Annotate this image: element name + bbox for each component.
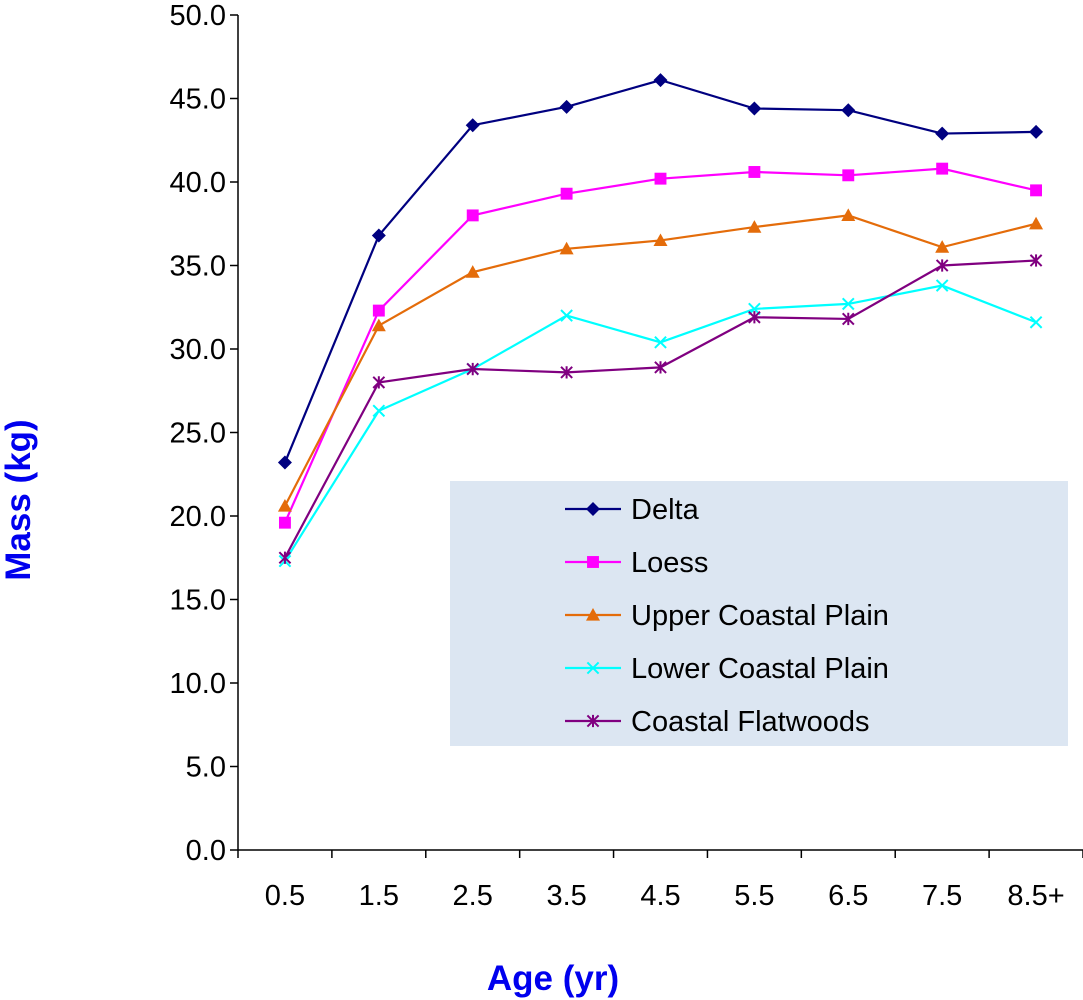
data-point (372, 304, 385, 317)
x-tick-label: 1.5 (359, 880, 399, 912)
legend: Delta Loess Upper Coastal Plain Lower Coast… (450, 481, 1068, 746)
legend-item: Delta (565, 494, 700, 526)
data-point (559, 241, 574, 255)
data-point (559, 99, 574, 114)
y-tick-label: 45.0 (170, 84, 226, 116)
x-tick-label: 7.5 (922, 880, 962, 912)
data-point (653, 73, 668, 88)
y-tick-label: 0.0 (186, 835, 226, 867)
legend-marker (586, 661, 600, 675)
series-line (283, 167, 1037, 524)
data-point (842, 169, 855, 182)
x-tick-label: 8.5+ (1007, 880, 1064, 912)
axes (230, 14, 1083, 858)
series-line (283, 78, 1037, 463)
data-point (1029, 216, 1044, 230)
data-point (560, 309, 573, 322)
legend-marker (586, 608, 600, 621)
x-axis-title: Age (yr) (487, 959, 619, 998)
legend-marker (586, 714, 600, 728)
data-point (560, 366, 573, 379)
data-point (654, 336, 667, 349)
legend-marker (587, 556, 599, 568)
legend-item: Coastal Flatwoods (565, 706, 870, 738)
data-point (935, 259, 949, 272)
legend-marker (586, 502, 600, 516)
legend-item: Loess (565, 547, 708, 579)
series-upper-coastal-plain (277, 208, 1044, 512)
y-tick-label: 35.0 (170, 251, 226, 283)
data-point (748, 310, 761, 324)
series-group (277, 73, 1044, 568)
data-point (935, 279, 949, 292)
data-point (465, 118, 480, 133)
y-tick-label: 25.0 (170, 418, 226, 450)
y-tick-label: 10.0 (170, 668, 226, 700)
y-tick-label: 40.0 (170, 167, 226, 199)
series-coastal-flatwoods (278, 254, 1043, 565)
legend-label: Coastal Flatwoods (631, 706, 870, 738)
y-tick-label: 15.0 (170, 585, 226, 617)
y-tick-label: 20.0 (170, 501, 226, 533)
data-point (935, 240, 950, 253)
legend-label: Delta (631, 494, 700, 526)
legend-label: Lower Coastal Plain (631, 653, 889, 685)
series-delta (277, 73, 1044, 470)
legend-label: Upper Coastal Plain (631, 600, 889, 632)
data-point (560, 187, 573, 200)
data-point (1029, 315, 1043, 329)
data-point (278, 516, 291, 529)
data-point (653, 233, 668, 247)
data-point (747, 101, 762, 116)
y-tick-label: 30.0 (170, 334, 226, 366)
series-lower-coastal-plain (278, 279, 1043, 568)
data-point (841, 297, 855, 311)
x-tick-label: 6.5 (828, 880, 868, 912)
legend-item: Upper Coastal Plain (565, 600, 889, 632)
y-axis-title: Mass (kg) (0, 419, 38, 580)
y-tick-label: 50.0 (170, 0, 226, 32)
data-point (936, 162, 949, 175)
data-point (278, 551, 292, 565)
data-point (841, 312, 855, 326)
data-point (654, 361, 667, 374)
data-point (372, 376, 386, 389)
data-point (277, 455, 292, 470)
data-point (466, 209, 479, 222)
data-point (1029, 254, 1043, 267)
data-point (1030, 184, 1043, 197)
series-loess (278, 162, 1043, 529)
x-tick-label: 5.5 (734, 880, 774, 912)
series-line (283, 214, 1037, 507)
data-point (654, 172, 667, 185)
data-point (935, 126, 950, 141)
legend-item: Lower Coastal Plain (565, 653, 889, 685)
legend-box (450, 481, 1068, 746)
data-point (748, 166, 761, 178)
x-tick-label: 0.5 (265, 880, 305, 912)
data-point (747, 220, 762, 233)
data-point (841, 103, 856, 118)
x-tick-label: 3.5 (546, 880, 586, 912)
data-point (371, 318, 386, 332)
data-point (466, 362, 480, 376)
data-point (465, 265, 480, 278)
x-tick-labels: 0.5 1.5 2.5 3.5 4.5 5.5 6.5 7.5 8.5+ (265, 880, 1065, 912)
legend-label: Loess (631, 547, 708, 579)
data-point (1029, 124, 1044, 139)
data-point (371, 228, 386, 243)
data-point (277, 498, 292, 512)
data-point (841, 208, 856, 221)
x-tick-label: 2.5 (453, 880, 493, 912)
y-tick-label: 5.0 (186, 752, 226, 784)
y-tick-labels: 0.0 5.0 10.0 15.0 20.0 25.0 30.0 35.0 40.0 45.0 50… (170, 0, 226, 867)
x-tick-label: 4.5 (640, 880, 680, 912)
data-point (372, 404, 386, 418)
